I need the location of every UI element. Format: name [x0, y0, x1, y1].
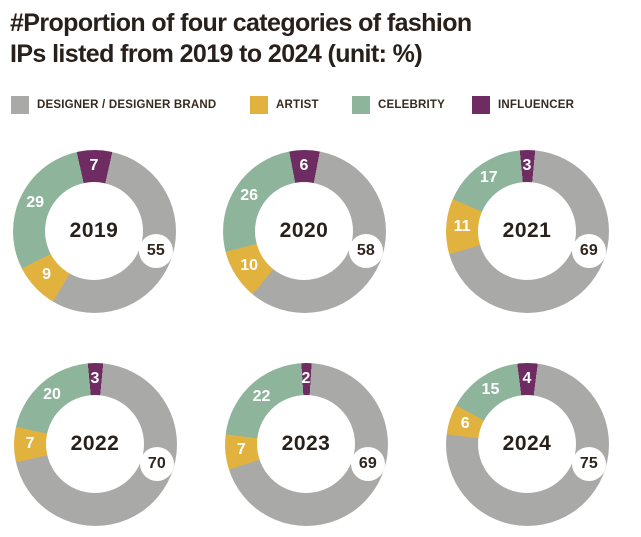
donut-year-label: 2022	[70, 432, 120, 455]
slice-value-influencer: 7	[89, 157, 99, 174]
legend-item-celebrity: CELEBRITY	[352, 95, 445, 115]
designer-value-backdrop	[571, 447, 606, 482]
donut-year-label: 2023	[281, 432, 331, 455]
donut-hole	[45, 182, 143, 280]
slice-value-influencer: 2	[301, 370, 311, 387]
donut-chart-2019: 2019 7 55 9 29	[12, 149, 176, 313]
donut-year-label: 2024	[502, 432, 552, 455]
slice-value-influencer: 4	[522, 370, 532, 387]
slice-value-celebrity: 20	[43, 386, 61, 404]
designer-value-backdrop	[139, 447, 174, 482]
donut-hole	[46, 395, 144, 493]
legend-label-artist: ARTIST	[276, 99, 319, 111]
slice-value-influencer: 3	[90, 370, 100, 387]
donut-hole	[257, 395, 355, 493]
slice-value-designer: 75	[579, 455, 598, 473]
designer-value-backdrop	[138, 234, 173, 269]
designer-value-backdrop	[571, 234, 606, 269]
influencer-color-swatch	[472, 96, 490, 114]
slice-value-artist: 7	[236, 441, 246, 459]
donut-chart-2021: 2021 3 69 11 17	[445, 149, 609, 313]
legend-label-celebrity: CELEBRITY	[378, 99, 445, 111]
legend-item-designer: DESIGNER / DESIGNER BRAND	[11, 95, 216, 115]
slice-value-designer: 69	[579, 242, 598, 260]
legend-label-designer: DESIGNER / DESIGNER BRAND	[37, 99, 217, 111]
artist-color-swatch	[250, 96, 268, 114]
slice-value-artist: 6	[460, 414, 470, 432]
donut-hole	[255, 182, 353, 280]
donut-chart-2020: 2020 6 58 10 26	[222, 149, 386, 313]
donut-hole	[478, 395, 576, 493]
slice-value-designer: 58	[356, 242, 375, 260]
legend-item-artist: ARTIST	[250, 95, 319, 115]
legend: DESIGNER / DESIGNER BRAND ARTIST CELEBRI…	[0, 95, 641, 117]
donut-year-label: 2021	[502, 219, 552, 242]
donut-chart-2022: 2022 3 70 7 20	[13, 362, 177, 526]
slice-value-designer: 70	[147, 455, 166, 473]
slice-value-artist: 11	[453, 217, 471, 235]
slice-value-designer: 69	[358, 455, 377, 473]
designer-value-backdrop	[350, 447, 385, 482]
slice-value-artist: 7	[25, 435, 35, 452]
legend-label-influencer: INFLUENCER	[498, 99, 575, 111]
slice-value-celebrity: 17	[479, 169, 498, 187]
slice-value-influencer: 3	[522, 157, 532, 174]
slice-value-celebrity: 15	[481, 381, 500, 399]
donut-chart-2023: 2023 2 69 7 22	[224, 362, 388, 526]
donut-hole	[478, 182, 576, 280]
celebrity-color-swatch	[352, 96, 370, 114]
slice-value-designer: 55	[146, 242, 165, 260]
chart-title: #Proportion of four categories of fashio…	[10, 9, 472, 68]
slice-value-artist: 10	[240, 256, 259, 274]
slice-value-celebrity: 22	[252, 387, 271, 405]
designer-color-swatch	[11, 96, 29, 114]
slice-value-celebrity: 29	[26, 194, 45, 212]
designer-value-backdrop	[348, 234, 383, 269]
slice-value-artist: 9	[42, 266, 52, 284]
donut-chart-2024: 2024 4 75 6 15	[445, 362, 609, 526]
donut-year-label: 2019	[69, 219, 119, 242]
donut-year-label: 2020	[279, 219, 329, 242]
slice-value-celebrity: 26	[240, 187, 259, 205]
slice-value-influencer: 6	[299, 157, 309, 174]
legend-item-influencer: INFLUENCER	[472, 95, 574, 115]
